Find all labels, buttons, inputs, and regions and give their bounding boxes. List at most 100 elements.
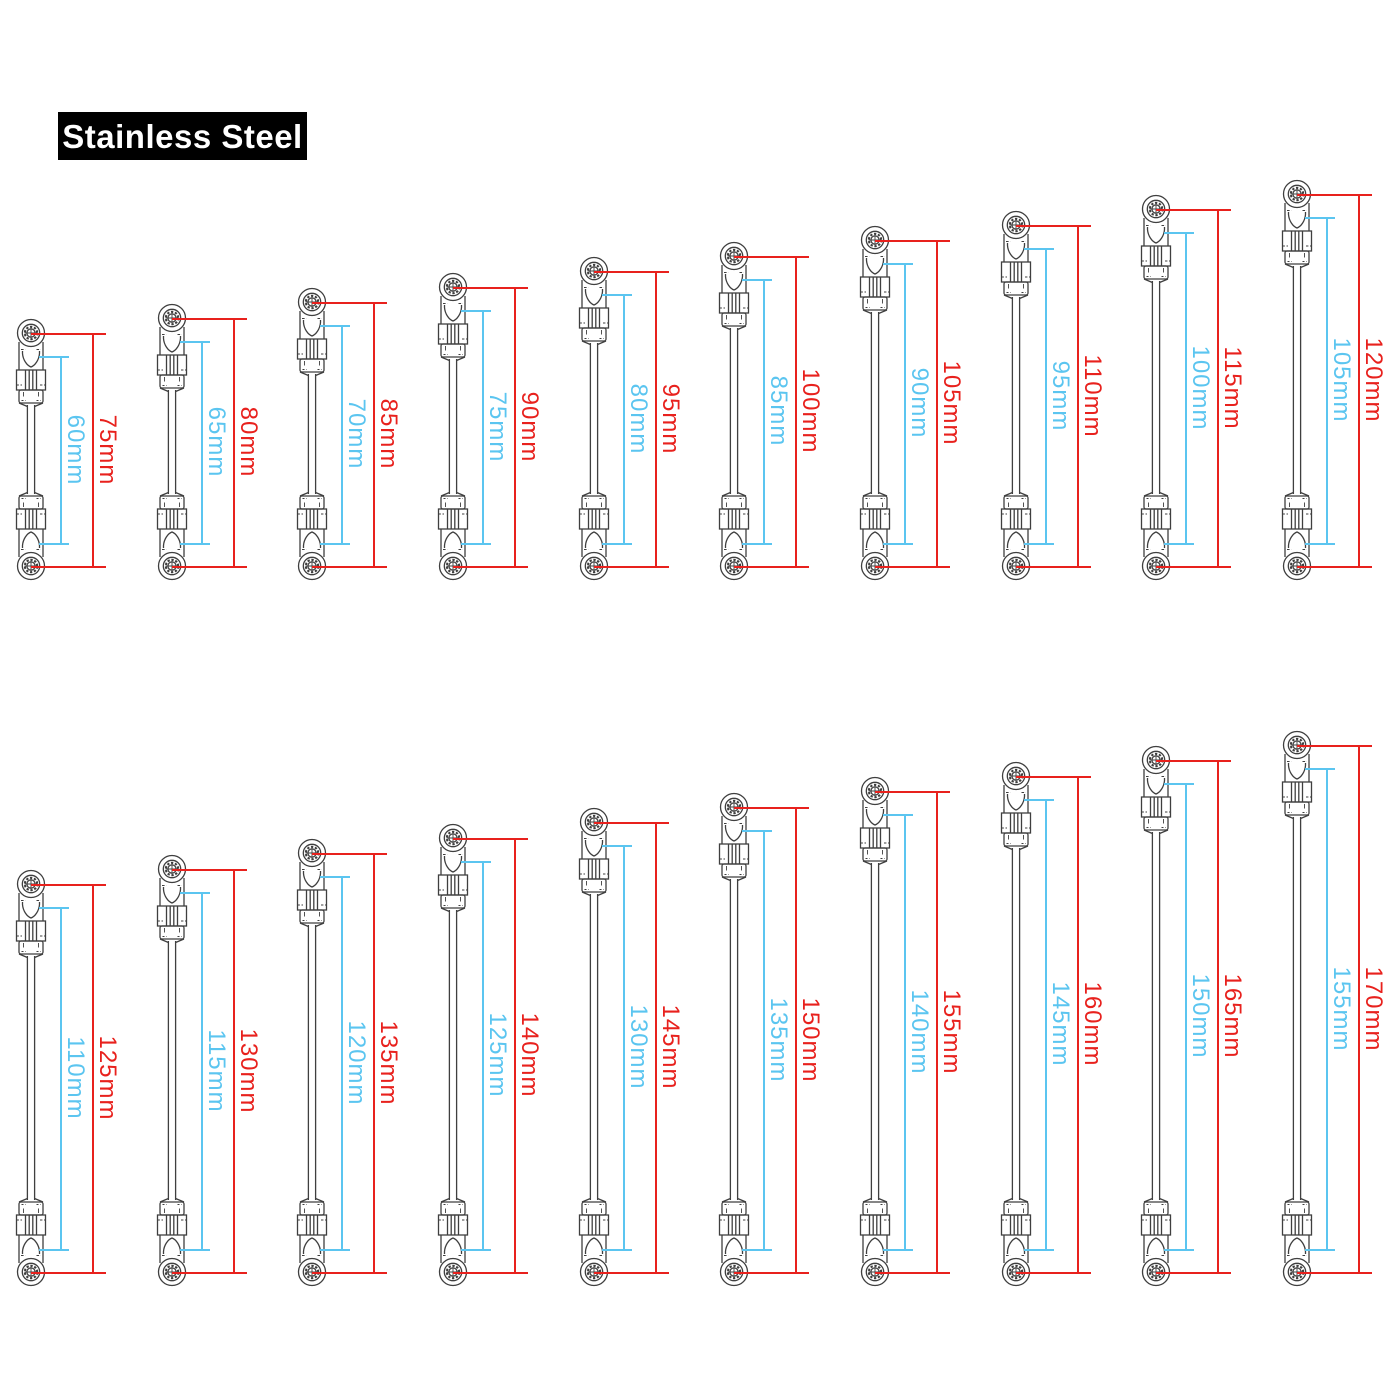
outer-dim-line	[1358, 194, 1360, 566]
inner-dim-tick-top	[742, 279, 772, 281]
inner-dim-label: 85mm	[765, 375, 792, 447]
outer-dim-tick-top	[1297, 745, 1372, 747]
inner-dim-tick-bottom	[320, 1249, 350, 1251]
outer-dim-line	[373, 302, 375, 566]
inner-dim-line	[763, 279, 765, 543]
inner-dim-label: 80mm	[625, 383, 652, 454]
inner-dim-tick-bottom	[320, 543, 350, 545]
outer-dim-label: 160mm	[1079, 981, 1106, 1067]
rod-line-art	[15, 318, 47, 581]
rod-line-art	[1000, 210, 1032, 581]
inner-dim-label: 130mm	[625, 1004, 652, 1090]
outer-dim-tick-top	[734, 256, 809, 258]
outer-dim-tick-bottom	[594, 566, 669, 568]
outer-dim-tick-top	[875, 791, 950, 793]
outer-dim-tick-top	[594, 271, 669, 273]
inner-dim-tick-top	[180, 892, 210, 894]
outer-dim-tick-top	[1016, 776, 1091, 778]
outer-dim-label: 140mm	[516, 1012, 543, 1098]
inner-dim-label: 105mm	[1328, 337, 1355, 423]
inner-dim-label: 90mm	[906, 367, 933, 439]
rod-line-art	[296, 838, 328, 1287]
rod-line-art	[296, 287, 328, 581]
outer-dim-tick-top	[1156, 209, 1231, 211]
inner-dim-tick-top	[461, 310, 491, 312]
rod-line-art	[859, 776, 891, 1287]
rod-line-art	[1140, 194, 1172, 581]
inner-dim-tick-top	[1024, 799, 1054, 801]
inner-dim-line	[1045, 799, 1047, 1249]
outer-dim-line	[936, 240, 938, 566]
outer-dim-tick-top	[172, 869, 247, 871]
rod-line-art	[859, 225, 891, 581]
inner-dim-tick-top	[1164, 783, 1194, 785]
outer-dim-label: 120mm	[1360, 337, 1387, 423]
rod-line-art	[156, 854, 188, 1287]
outer-dim-tick-top	[875, 240, 950, 242]
outer-dim-tick-bottom	[1016, 1272, 1091, 1274]
inner-dim-tick-top	[1305, 768, 1335, 770]
outer-dim-line	[514, 838, 516, 1272]
outer-dim-tick-bottom	[453, 1272, 528, 1274]
outer-dim-tick-bottom	[1156, 566, 1231, 568]
outer-dim-label: 155mm	[938, 988, 965, 1075]
outer-dim-tick-top	[453, 838, 528, 840]
inner-dim-line	[482, 861, 484, 1249]
inner-dim-tick-bottom	[461, 1249, 491, 1251]
rod-line-art	[1140, 745, 1172, 1287]
inner-dim-tick-bottom	[1024, 543, 1054, 545]
inner-dim-tick-top	[39, 356, 69, 358]
outer-dim-label: 80mm	[235, 406, 262, 478]
inner-dim-line	[482, 310, 484, 543]
outer-dim-line	[92, 333, 94, 566]
inner-dim-tick-top	[883, 814, 913, 816]
inner-dim-label: 75mm	[484, 391, 511, 462]
inner-dim-tick-bottom	[883, 543, 913, 545]
rod-line-art	[1281, 730, 1313, 1287]
outer-dim-tick-top	[31, 884, 106, 886]
inner-dim-tick-bottom	[602, 543, 632, 545]
outer-dim-line	[233, 869, 235, 1272]
outer-dim-label: 75mm	[94, 414, 121, 485]
outer-dim-tick-top	[1156, 760, 1231, 762]
inner-dim-tick-top	[883, 263, 913, 265]
rod-line-art	[15, 869, 47, 1287]
inner-dim-line	[904, 263, 906, 543]
inner-dim-label: 100mm	[1187, 344, 1214, 431]
outer-dim-tick-bottom	[734, 566, 809, 568]
outer-dim-line	[795, 807, 797, 1272]
outer-dim-line	[936, 791, 938, 1272]
inner-dim-line	[623, 294, 625, 543]
outer-dim-tick-bottom	[312, 566, 387, 568]
inner-dim-label: 155mm	[1328, 965, 1355, 1052]
rod-line-art	[578, 807, 610, 1287]
inner-dim-tick-bottom	[180, 543, 210, 545]
outer-dim-line	[373, 853, 375, 1272]
inner-dim-tick-bottom	[39, 543, 69, 545]
inner-dim-line	[1326, 768, 1328, 1249]
inner-dim-tick-top	[602, 845, 632, 847]
inner-dim-line	[341, 325, 343, 543]
rod-line-art	[718, 241, 750, 581]
outer-dim-tick-top	[734, 807, 809, 809]
inner-dim-tick-top	[320, 876, 350, 878]
outer-dim-tick-bottom	[312, 1272, 387, 1274]
inner-dim-tick-bottom	[602, 1249, 632, 1251]
inner-dim-tick-top	[180, 341, 210, 343]
outer-dim-tick-bottom	[172, 1272, 247, 1274]
rod-line-art	[718, 792, 750, 1287]
outer-dim-label: 90mm	[516, 391, 543, 462]
inner-dim-label: 120mm	[343, 1019, 370, 1106]
inner-dim-line	[1326, 217, 1328, 543]
outer-dim-label: 115mm	[1219, 345, 1246, 430]
inner-dim-tick-top	[602, 294, 632, 296]
inner-dim-tick-top	[320, 325, 350, 327]
outer-dim-line	[655, 822, 657, 1272]
inner-dim-label: 150mm	[1187, 973, 1214, 1059]
outer-dim-tick-bottom	[734, 1272, 809, 1274]
outer-dim-line	[1077, 776, 1079, 1272]
rod-line-art	[156, 303, 188, 581]
outer-dim-label: 105mm	[938, 360, 965, 446]
inner-dim-label: 140mm	[906, 988, 933, 1075]
